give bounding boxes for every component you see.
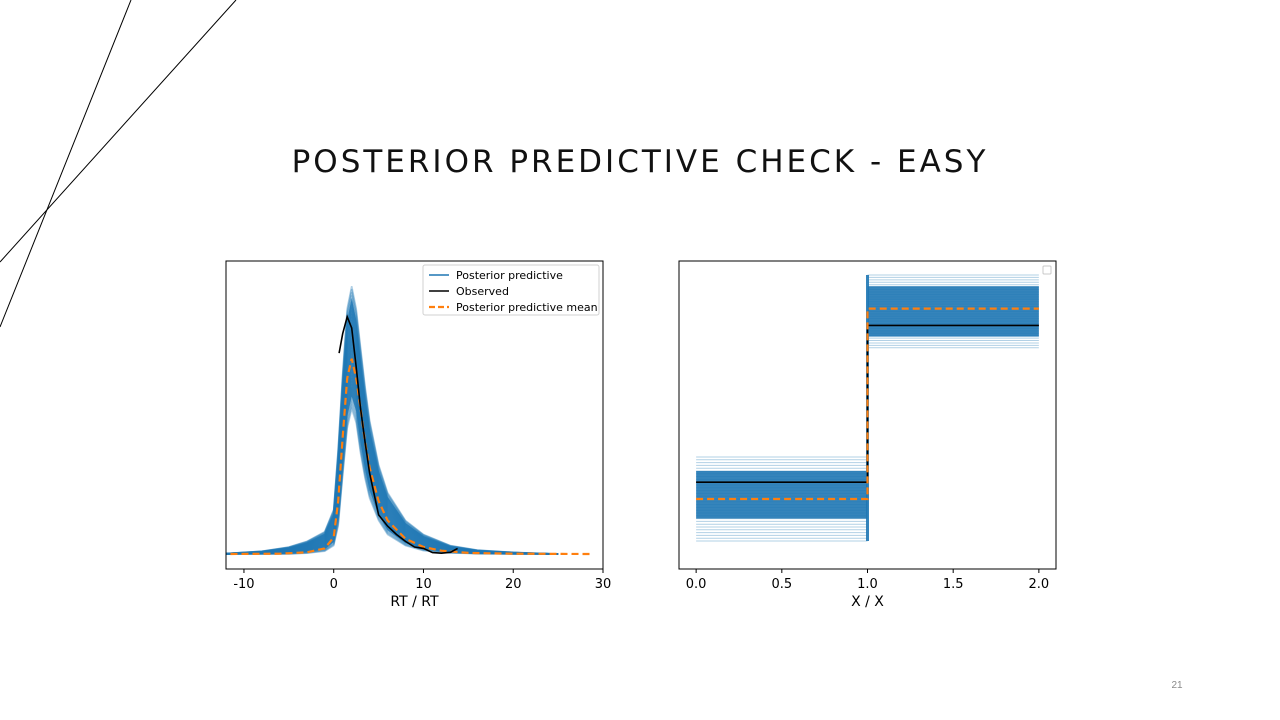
x-axis-label: X / X (851, 594, 884, 610)
posterior-mean-line (696, 307, 1039, 501)
legend-label: Posterior predictive (456, 269, 563, 282)
posterior-mean-line (230, 358, 590, 556)
posterior-predictive-sample (226, 292, 559, 555)
x-tick-label: 30 (595, 577, 612, 592)
decorative-line (0, 0, 237, 263)
x-tick-label: 10 (415, 577, 432, 592)
x-tick-label: 0.0 (686, 577, 707, 592)
posterior-predictive-sample (226, 405, 559, 555)
posterior-predictive-sample (226, 402, 559, 555)
x-tick-label: 0 (330, 577, 338, 592)
x-axis-label: RT / RT (390, 594, 439, 610)
legend-box (422, 264, 600, 316)
legend-box (1042, 265, 1052, 275)
slide-title: POSTERIOR PREDICTIVE CHECK - EASY (291, 144, 989, 180)
posterior-predictive-band (696, 471, 868, 519)
posterior-predictive-sample (226, 286, 559, 555)
plot-frame (225, 260, 604, 570)
legend: Posterior predictive Observed Posterior pr… (422, 264, 600, 316)
posterior-predictive-band (867, 286, 1039, 337)
x-tick-label: 0.5 (771, 577, 792, 592)
x-tick-label: 2.0 (1029, 577, 1050, 592)
page-number: 21 (1171, 680, 1183, 691)
legend-label: Observed (456, 285, 509, 298)
plot-area (696, 274, 1039, 542)
x-step-chart: 0.0 0.5 1.0 1.5 2.0 X / X (678, 260, 1057, 610)
legend-label: Posterior predictive mean (456, 301, 598, 314)
posterior-predictive-sample (226, 289, 559, 555)
rt-density-chart: -10 0 10 20 30 RT / RT Posterior predictive Obs… (225, 260, 612, 610)
posterior-predictive-sample (226, 399, 559, 555)
posterior-predictive-sample (226, 295, 559, 555)
x-tick-label: 1.5 (943, 577, 964, 592)
plot-area (226, 286, 590, 556)
x-tick-label: 1.0 (857, 577, 878, 592)
x-tick-label: -10 (233, 577, 254, 592)
observed-line (338, 314, 458, 555)
posterior-predictive-sample (226, 396, 559, 555)
posterior-predictive-band (226, 298, 559, 554)
x-tick-label: 20 (505, 577, 522, 592)
